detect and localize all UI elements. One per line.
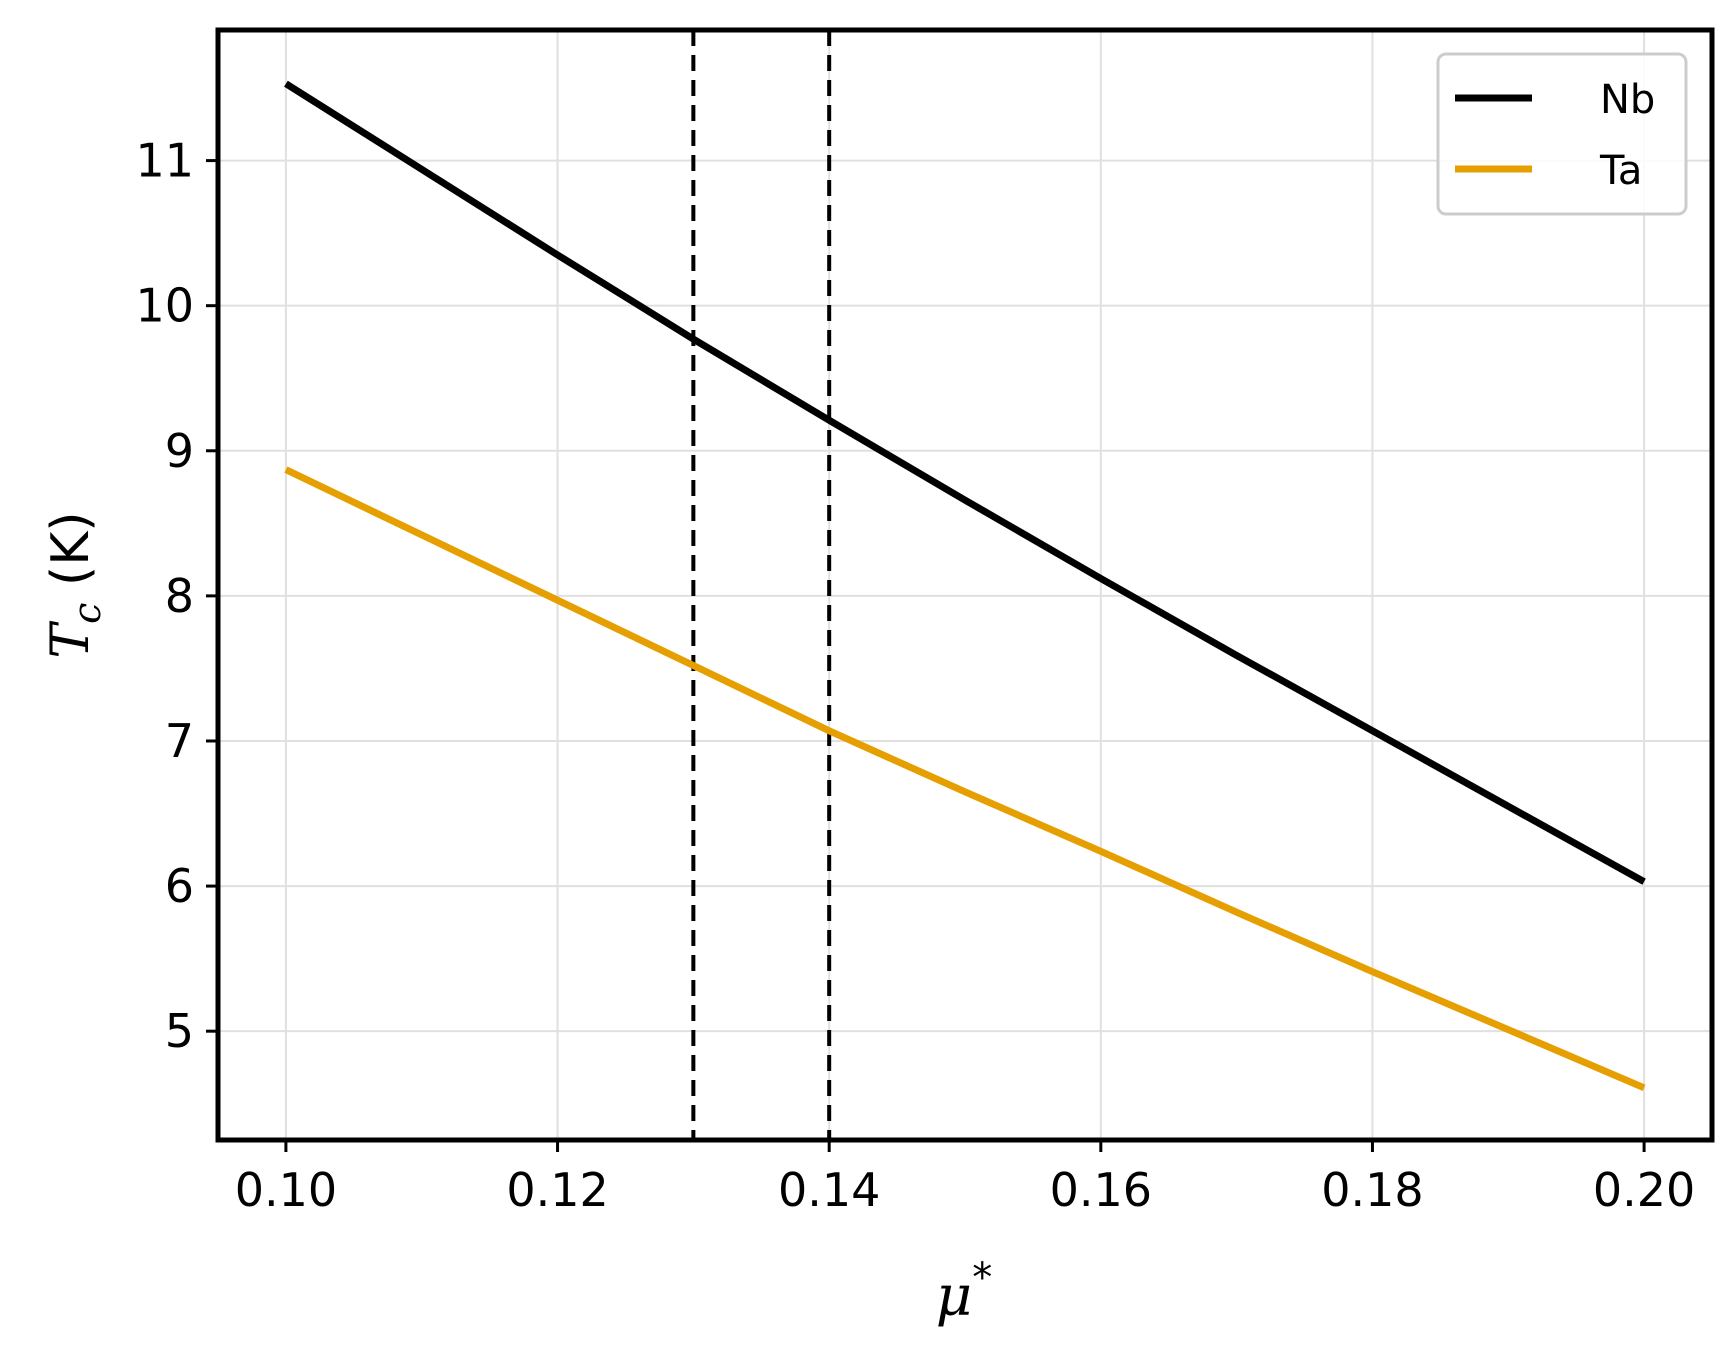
y-tick-label: 8 <box>165 569 194 623</box>
series-lines <box>284 80 1646 1092</box>
y-tick-label: 5 <box>165 1004 194 1058</box>
x-axis-label-sup: * <box>972 1255 992 1301</box>
x-tick-label: 0.10 <box>235 1163 337 1217</box>
x-axis-label: μ* <box>936 1255 992 1329</box>
x-tick-label: 0.14 <box>778 1163 880 1217</box>
series-line-nb <box>284 80 1646 885</box>
x-tick-label: 0.20 <box>1593 1163 1695 1217</box>
y-axis-label-main: T <box>41 621 101 659</box>
x-axis-label-main: μ <box>936 1264 972 1329</box>
x-tick-label: 0.18 <box>1321 1163 1423 1217</box>
x-axis-ticks: 0.10 0.12 0.14 0.16 0.18 0.20 <box>235 1140 1695 1217</box>
legend-label-ta: Ta <box>1599 148 1642 194</box>
y-axis-label-sub: c <box>65 603 109 624</box>
y-tick-label: 10 <box>135 279 194 333</box>
y-tick-label: 7 <box>165 714 194 768</box>
legend-box <box>1436 52 1688 216</box>
y-tick-label: 6 <box>165 859 194 913</box>
y-axis-label-unit: (K) <box>41 511 101 602</box>
y-axis-ticks: 5 6 7 8 9 10 11 <box>135 134 218 1058</box>
y-axis-label: Tc (K) <box>41 511 109 658</box>
legend-label-nb: Nb <box>1600 77 1655 123</box>
x-tick-label: 0.16 <box>1050 1163 1152 1217</box>
y-tick-label: 11 <box>135 134 194 188</box>
plot-area-frame <box>215 27 1715 1143</box>
y-tick-label: 9 <box>165 424 194 478</box>
legend: Nb Ta <box>1436 52 1688 216</box>
x-tick-label: 0.12 <box>506 1163 608 1217</box>
series-line-ta <box>284 466 1646 1092</box>
reference-lines <box>691 30 832 1140</box>
